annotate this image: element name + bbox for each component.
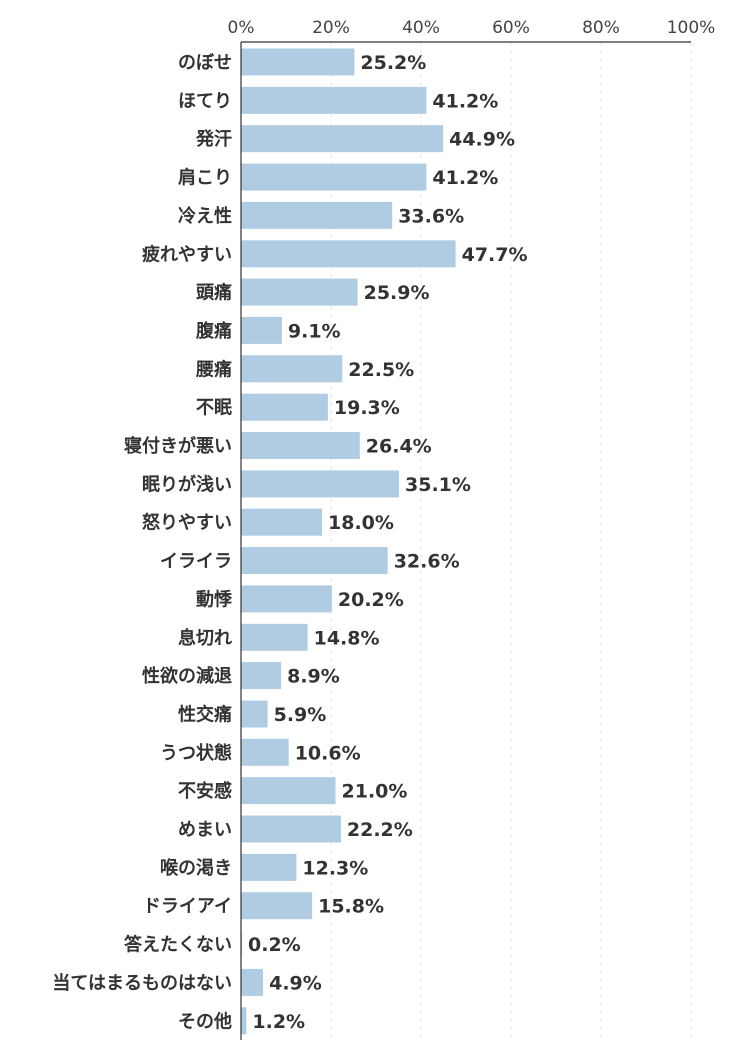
- category-label: 当てはまるものはない: [52, 972, 232, 994]
- value-label: 15.8%: [318, 896, 384, 918]
- value-label: 0.2%: [248, 934, 301, 956]
- category-label: 肩こり: [178, 167, 232, 189]
- value-label: 47.7%: [462, 244, 528, 266]
- bar: [241, 662, 282, 690]
- bar: [241, 316, 282, 344]
- category-label: イライラ: [160, 551, 232, 572]
- category-label: 不眠: [196, 398, 232, 419]
- bar: [241, 163, 427, 191]
- category-label: ほてり: [178, 91, 232, 112]
- value-label: 20.2%: [338, 589, 404, 611]
- category-label: 寝付きが悪い: [124, 435, 232, 457]
- bar: [241, 547, 388, 574]
- value-label: 5.9%: [274, 704, 327, 726]
- value-label: 8.9%: [287, 666, 340, 688]
- grid-lines: [330, 42, 692, 1040]
- value-label: 32.6%: [394, 551, 460, 573]
- bar: [241, 355, 343, 383]
- value-label: 10.6%: [295, 742, 361, 764]
- value-label: 21.0%: [342, 781, 408, 803]
- bar: [241, 278, 358, 306]
- value-label: 22.5%: [348, 359, 414, 381]
- category-label: 疲れやすい: [142, 243, 232, 265]
- value-label: 12.3%: [302, 857, 368, 879]
- bar: [241, 892, 313, 920]
- bar: [241, 508, 322, 536]
- bar: [241, 470, 399, 498]
- bar: [241, 1007, 247, 1035]
- category-label: 腰痛: [195, 358, 232, 380]
- x-tick-label: 100%: [667, 18, 716, 38]
- category-label: うつ状態: [160, 742, 232, 764]
- value-label: 22.2%: [347, 819, 413, 841]
- category-label: 息切れ: [178, 627, 232, 649]
- bar: [241, 700, 268, 728]
- x-tick-label: 40%: [402, 18, 440, 38]
- category-label: 性欲の減退: [142, 665, 232, 687]
- bars: [241, 48, 456, 1035]
- bar: [241, 86, 427, 114]
- value-label: 14.8%: [314, 627, 380, 649]
- value-label: 9.1%: [288, 320, 341, 342]
- bar: [241, 738, 289, 766]
- value-label: 1.2%: [252, 1011, 305, 1033]
- category-label: 腹痛: [196, 320, 232, 342]
- category-labels: のぼせほてり発汗肩こり冷え性疲れやすい頭痛腹痛腰痛不眠寝付きが悪い眠りが浅い怒り…: [52, 53, 233, 1033]
- bar: [241, 623, 308, 651]
- value-label: 44.9%: [449, 129, 515, 151]
- category-label: 頭痛: [196, 282, 232, 304]
- category-label: ドライアイ: [143, 896, 232, 917]
- bar: [241, 815, 341, 843]
- category-label: 動悸: [196, 588, 233, 610]
- value-label: 25.2%: [360, 52, 426, 74]
- category-label: 怒りやすい: [142, 512, 232, 534]
- category-label: その他: [178, 1010, 232, 1032]
- category-label: 不安感: [178, 780, 232, 802]
- bar: [241, 125, 444, 153]
- value-label: 35.1%: [405, 474, 471, 496]
- category-label: 冷え性: [178, 205, 232, 227]
- category-label: 性交痛: [178, 704, 232, 726]
- bar: [241, 393, 328, 421]
- category-label: めまい: [178, 820, 232, 841]
- value-label: 26.4%: [366, 436, 432, 458]
- bar: [241, 777, 336, 805]
- bar: [241, 48, 355, 76]
- category-label: 発汗: [195, 128, 232, 150]
- bar: [241, 432, 360, 459]
- value-label: 41.2%: [432, 167, 498, 189]
- value-label: 4.9%: [269, 972, 322, 994]
- x-tick-label: 20%: [312, 18, 350, 38]
- bar: [241, 853, 297, 881]
- bar: [241, 968, 264, 996]
- value-label: 18.0%: [328, 512, 394, 534]
- value-label: 33.6%: [398, 205, 464, 227]
- value-label: 41.2%: [432, 90, 498, 112]
- value-label: 19.3%: [334, 397, 400, 419]
- x-tick-label: 60%: [492, 18, 530, 38]
- value-label: 25.9%: [364, 282, 430, 304]
- x-axis-ticks: 0% 20% 40% 60% 80% 100%: [228, 18, 716, 38]
- category-label: 喉の渇き: [160, 857, 232, 879]
- category-label: 眠りが浅い: [142, 473, 232, 495]
- bar: [241, 240, 456, 268]
- bar: [241, 201, 393, 229]
- value-labels: 25.2% 41.2% 44.9% 41.2% 33.6% 47.7% 25.9% 9.1% 2…: [248, 52, 528, 1033]
- x-tick-label: 80%: [582, 18, 620, 38]
- category-label: 答えたくない: [124, 934, 232, 956]
- x-tick-label: 0%: [228, 18, 255, 38]
- bar: [241, 585, 332, 613]
- category-label: のぼせ: [178, 53, 232, 74]
